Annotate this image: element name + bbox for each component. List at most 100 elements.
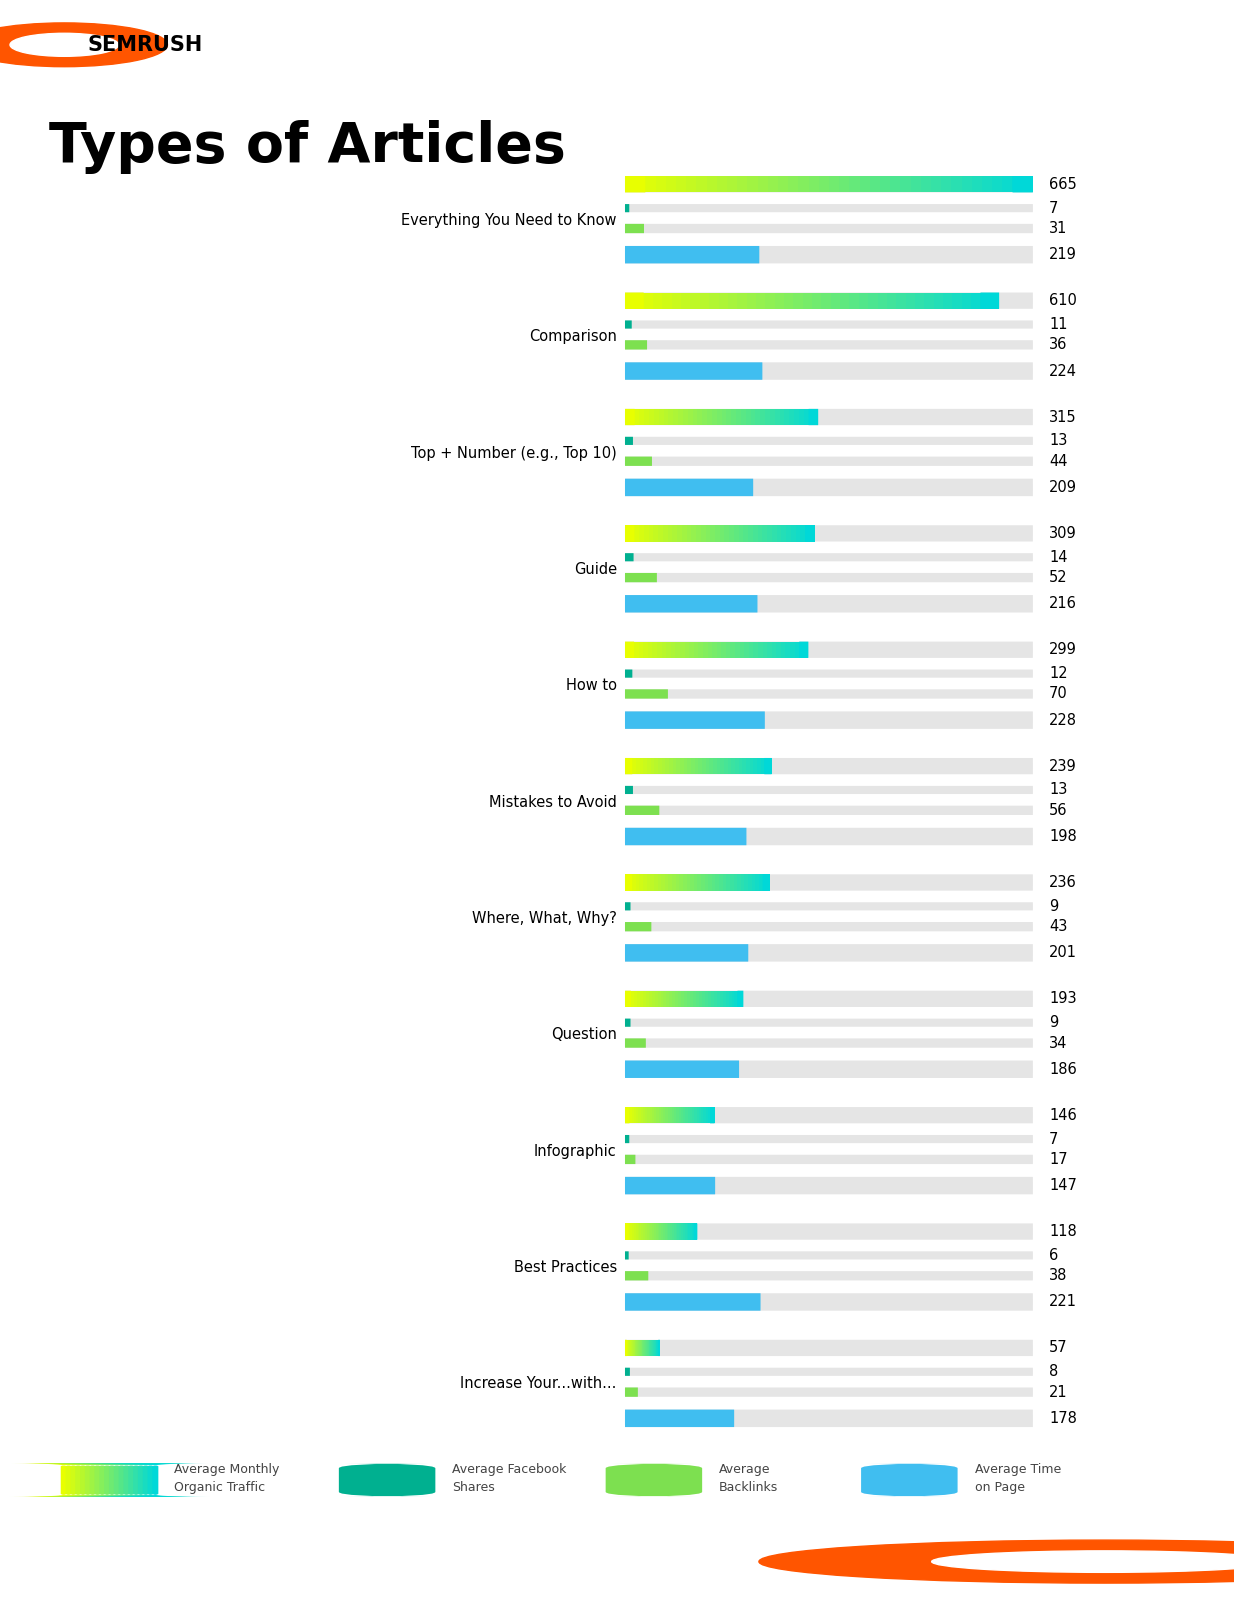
Bar: [628, 874, 632, 891]
FancyBboxPatch shape: [624, 1038, 645, 1048]
Bar: [665, 758, 669, 774]
FancyBboxPatch shape: [624, 1178, 1033, 1194]
Text: 193: 193: [1049, 992, 1077, 1006]
FancyBboxPatch shape: [624, 437, 633, 445]
Bar: [677, 525, 682, 541]
Bar: [712, 642, 717, 658]
Bar: [634, 410, 639, 426]
Bar: [624, 642, 629, 658]
Bar: [717, 990, 719, 1006]
Bar: [643, 1107, 645, 1123]
Bar: [706, 1107, 708, 1123]
Text: Everything You Need to Know: Everything You Need to Know: [401, 213, 617, 227]
FancyBboxPatch shape: [624, 176, 645, 192]
Bar: [849, 293, 859, 309]
Bar: [696, 990, 698, 1006]
Bar: [732, 990, 734, 1006]
Text: 70: 70: [1049, 686, 1067, 701]
Bar: [798, 410, 803, 426]
Bar: [992, 176, 1002, 192]
Bar: [679, 1224, 681, 1240]
Bar: [654, 874, 658, 891]
Bar: [765, 293, 775, 309]
Bar: [666, 642, 671, 658]
FancyBboxPatch shape: [30, 1464, 137, 1498]
Bar: [726, 990, 728, 1006]
Text: 34: 34: [1049, 1035, 1067, 1051]
Bar: [758, 176, 768, 192]
Bar: [665, 1107, 668, 1123]
Bar: [766, 874, 770, 891]
FancyBboxPatch shape: [805, 525, 814, 541]
FancyBboxPatch shape: [808, 410, 818, 426]
Text: Best Practices: Best Practices: [513, 1261, 617, 1275]
Bar: [669, 990, 673, 1006]
FancyBboxPatch shape: [624, 341, 647, 349]
FancyBboxPatch shape: [78, 1464, 185, 1498]
Bar: [645, 176, 655, 192]
FancyBboxPatch shape: [624, 669, 1033, 678]
Bar: [737, 293, 747, 309]
Bar: [653, 293, 663, 309]
FancyBboxPatch shape: [10, 1464, 117, 1498]
Bar: [921, 176, 930, 192]
Bar: [690, 1107, 692, 1123]
Bar: [818, 176, 829, 192]
Bar: [636, 176, 645, 192]
Bar: [710, 293, 718, 309]
Bar: [732, 758, 735, 774]
Bar: [723, 990, 726, 1006]
Bar: [705, 990, 708, 1006]
FancyBboxPatch shape: [624, 1224, 1033, 1240]
Bar: [702, 410, 707, 426]
Bar: [692, 1107, 695, 1123]
FancyBboxPatch shape: [624, 874, 632, 891]
FancyBboxPatch shape: [624, 1339, 627, 1357]
Text: 665: 665: [1049, 176, 1077, 192]
Bar: [790, 410, 795, 426]
Bar: [808, 410, 813, 426]
Bar: [629, 1107, 632, 1123]
Bar: [663, 525, 668, 541]
FancyBboxPatch shape: [15, 1464, 122, 1498]
FancyBboxPatch shape: [38, 1464, 147, 1498]
Bar: [691, 293, 700, 309]
FancyBboxPatch shape: [624, 1368, 629, 1376]
Bar: [642, 1224, 643, 1240]
Bar: [637, 1107, 638, 1123]
Bar: [990, 293, 1000, 309]
Bar: [643, 642, 648, 658]
FancyBboxPatch shape: [624, 293, 1033, 309]
Bar: [744, 874, 748, 891]
Text: 221: 221: [1049, 1294, 1077, 1309]
Text: 7: 7: [1049, 200, 1059, 216]
Bar: [624, 176, 636, 192]
Bar: [697, 1107, 698, 1123]
Text: 224: 224: [1049, 363, 1077, 379]
Bar: [658, 874, 661, 891]
Bar: [740, 874, 744, 891]
Bar: [639, 758, 643, 774]
FancyBboxPatch shape: [48, 1464, 155, 1498]
Bar: [765, 410, 770, 426]
Bar: [719, 525, 724, 541]
Bar: [624, 525, 629, 541]
Bar: [724, 525, 729, 541]
Bar: [943, 293, 953, 309]
Bar: [896, 293, 906, 309]
Text: 57: 57: [1049, 1341, 1067, 1355]
FancyBboxPatch shape: [624, 1293, 760, 1310]
Bar: [784, 293, 793, 309]
FancyBboxPatch shape: [624, 554, 633, 562]
Bar: [639, 1224, 642, 1240]
FancyBboxPatch shape: [624, 806, 659, 814]
Bar: [707, 642, 712, 658]
Bar: [684, 1107, 686, 1123]
Bar: [636, 758, 639, 774]
Bar: [719, 874, 723, 891]
Bar: [735, 642, 739, 658]
Bar: [624, 874, 628, 891]
Bar: [717, 176, 727, 192]
Bar: [698, 642, 703, 658]
Bar: [670, 1107, 673, 1123]
